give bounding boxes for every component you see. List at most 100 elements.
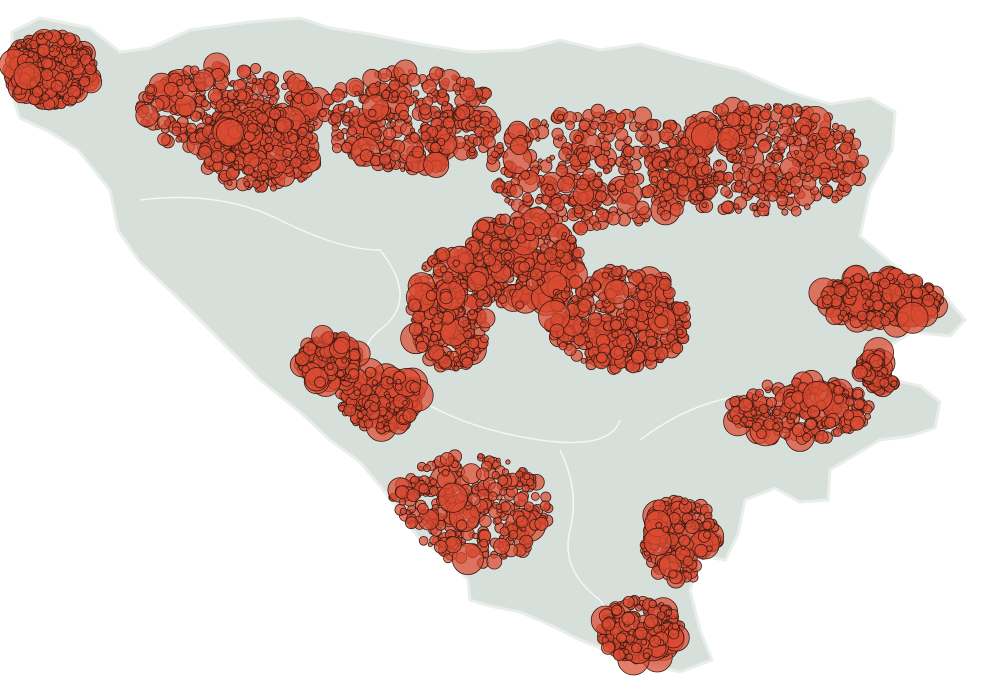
- settlement-marker: [364, 366, 377, 379]
- settlement-marker: [527, 127, 540, 140]
- settlement-marker: [839, 141, 852, 155]
- settlement-marker: [831, 195, 839, 204]
- settlement-marker: [495, 185, 504, 194]
- settlement-marker: [263, 79, 276, 91]
- settlement-marker: [477, 95, 483, 101]
- settlement-marker: [772, 422, 780, 431]
- settlement-marker: [645, 335, 658, 347]
- settlement-marker: [249, 111, 257, 118]
- settlement-marker: [667, 172, 681, 186]
- settlement-marker: [422, 326, 429, 333]
- settlement-marker: [850, 128, 856, 134]
- settlement-marker: [516, 233, 527, 244]
- settlement-marker: [550, 197, 565, 212]
- settlement-marker: [601, 617, 616, 632]
- settlement-marker: [435, 247, 451, 262]
- settlement-marker: [478, 514, 492, 528]
- settlement-marker: [347, 126, 358, 136]
- settlement-marker: [534, 196, 543, 205]
- settlement-marker: [601, 271, 610, 279]
- settlement-marker: [549, 323, 565, 339]
- settlement-marker: [580, 321, 587, 328]
- settlement-marker: [654, 314, 669, 329]
- settlement-marker: [493, 538, 511, 555]
- settlement-marker: [58, 63, 65, 70]
- settlement-marker: [473, 114, 482, 122]
- settlement-marker: [687, 148, 694, 155]
- settlement-marker: [482, 135, 496, 149]
- settlement-marker: [682, 555, 694, 567]
- settlement-marker: [649, 635, 662, 648]
- settlement-marker: [802, 381, 833, 412]
- settlement-marker: [309, 150, 318, 158]
- settlement-marker: [54, 56, 60, 62]
- settlement-marker: [176, 91, 184, 99]
- settlement-marker: [635, 604, 643, 612]
- settlement-marker: [599, 113, 607, 122]
- settlement-marker: [694, 543, 708, 558]
- settlement-marker: [521, 526, 527, 532]
- settlement-marker: [297, 126, 308, 138]
- settlement-marker: [454, 89, 461, 96]
- settlement-marker: [702, 185, 717, 199]
- settlement-marker: [439, 452, 455, 467]
- settlement-marker: [864, 298, 874, 308]
- settlement-marker: [40, 68, 54, 81]
- settlement-marker: [409, 127, 416, 133]
- settlement-marker: [715, 103, 729, 117]
- settlement-marker: [634, 626, 648, 640]
- settlement-marker: [595, 153, 609, 168]
- settlement-marker: [13, 86, 23, 96]
- settlement-marker: [505, 459, 511, 465]
- settlement-marker: [780, 106, 794, 119]
- settlement-marker: [655, 521, 663, 529]
- settlement-marker: [625, 316, 638, 329]
- settlement-marker: [541, 235, 547, 241]
- settlement-marker: [676, 328, 684, 336]
- settlement-marker: [268, 96, 278, 106]
- settlement-marker: [486, 553, 503, 570]
- settlement-marker: [566, 234, 577, 245]
- settlement-marker: [643, 652, 650, 660]
- settlement-marker: [417, 502, 429, 515]
- settlement-marker: [408, 322, 423, 336]
- settlement-marker: [563, 286, 571, 293]
- settlement-marker: [615, 112, 627, 123]
- settlement-marker: [736, 100, 750, 113]
- settlement-marker: [717, 126, 741, 150]
- settlement-marker: [623, 299, 635, 311]
- settlement-marker: [869, 354, 884, 369]
- settlement-marker: [400, 167, 406, 173]
- settlement-marker: [354, 90, 360, 97]
- settlement-marker: [597, 132, 605, 140]
- settlement-marker: [499, 213, 511, 226]
- settlement-marker: [625, 634, 635, 644]
- settlement-marker: [729, 396, 741, 407]
- settlement-marker: [388, 79, 400, 91]
- settlement-marker: [577, 298, 592, 313]
- settlement-marker: [604, 279, 630, 305]
- settlement-marker: [171, 126, 182, 137]
- settlement-marker: [855, 154, 869, 169]
- settlement-marker: [611, 265, 623, 277]
- settlement-marker: [428, 344, 445, 361]
- settlement-marker: [653, 304, 664, 315]
- settlement-marker: [821, 185, 834, 198]
- settlement-marker: [505, 260, 511, 266]
- settlement-marker: [845, 397, 855, 407]
- settlement-marker: [814, 430, 829, 444]
- settlement-marker: [406, 488, 420, 502]
- settlement-marker: [832, 130, 844, 141]
- settlement-marker: [622, 596, 635, 609]
- settlement-marker: [497, 475, 509, 486]
- settlement-marker: [768, 120, 779, 131]
- settlement-marker: [402, 399, 408, 406]
- settlement-marker: [558, 147, 573, 162]
- settlement-marker: [784, 171, 793, 180]
- settlement-marker: [665, 609, 673, 616]
- settlement-marker: [658, 160, 668, 169]
- settlement-marker: [608, 184, 617, 192]
- settlement-marker: [532, 227, 543, 237]
- settlement-marker: [190, 110, 202, 122]
